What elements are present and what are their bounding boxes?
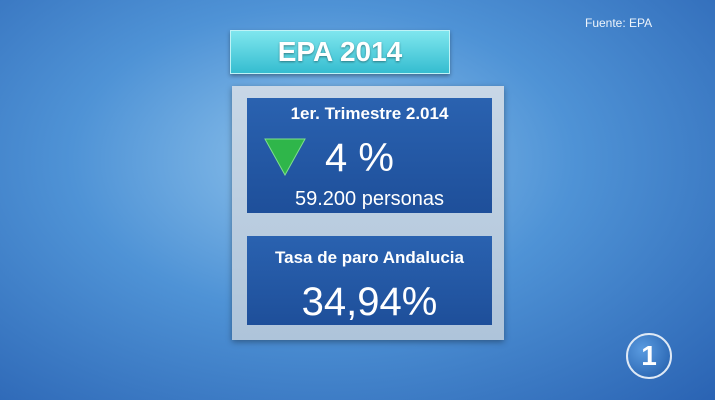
quarter-panel: 1er. Trimestre 2.014 4 % 59.200 personas <box>247 98 492 213</box>
panel-heading: 1er. Trimestre 2.014 <box>290 104 449 123</box>
channel-logo: 1 <box>626 333 672 379</box>
panel-detail: 59.200 personas <box>294 188 444 210</box>
panel-heading: Tasa de paro Andalucia <box>275 248 464 267</box>
rate-panel: Tasa de paro Andalucia 34,94% <box>247 236 492 325</box>
panel-value: 34,94% <box>301 280 438 324</box>
down-arrow <box>264 138 306 176</box>
title-box: EPA 2014 <box>230 30 450 74</box>
title: EPA 2014 <box>277 36 403 67</box>
source-note: Fuente: EPA <box>585 16 653 30</box>
panel-value: 4 % <box>325 136 394 180</box>
